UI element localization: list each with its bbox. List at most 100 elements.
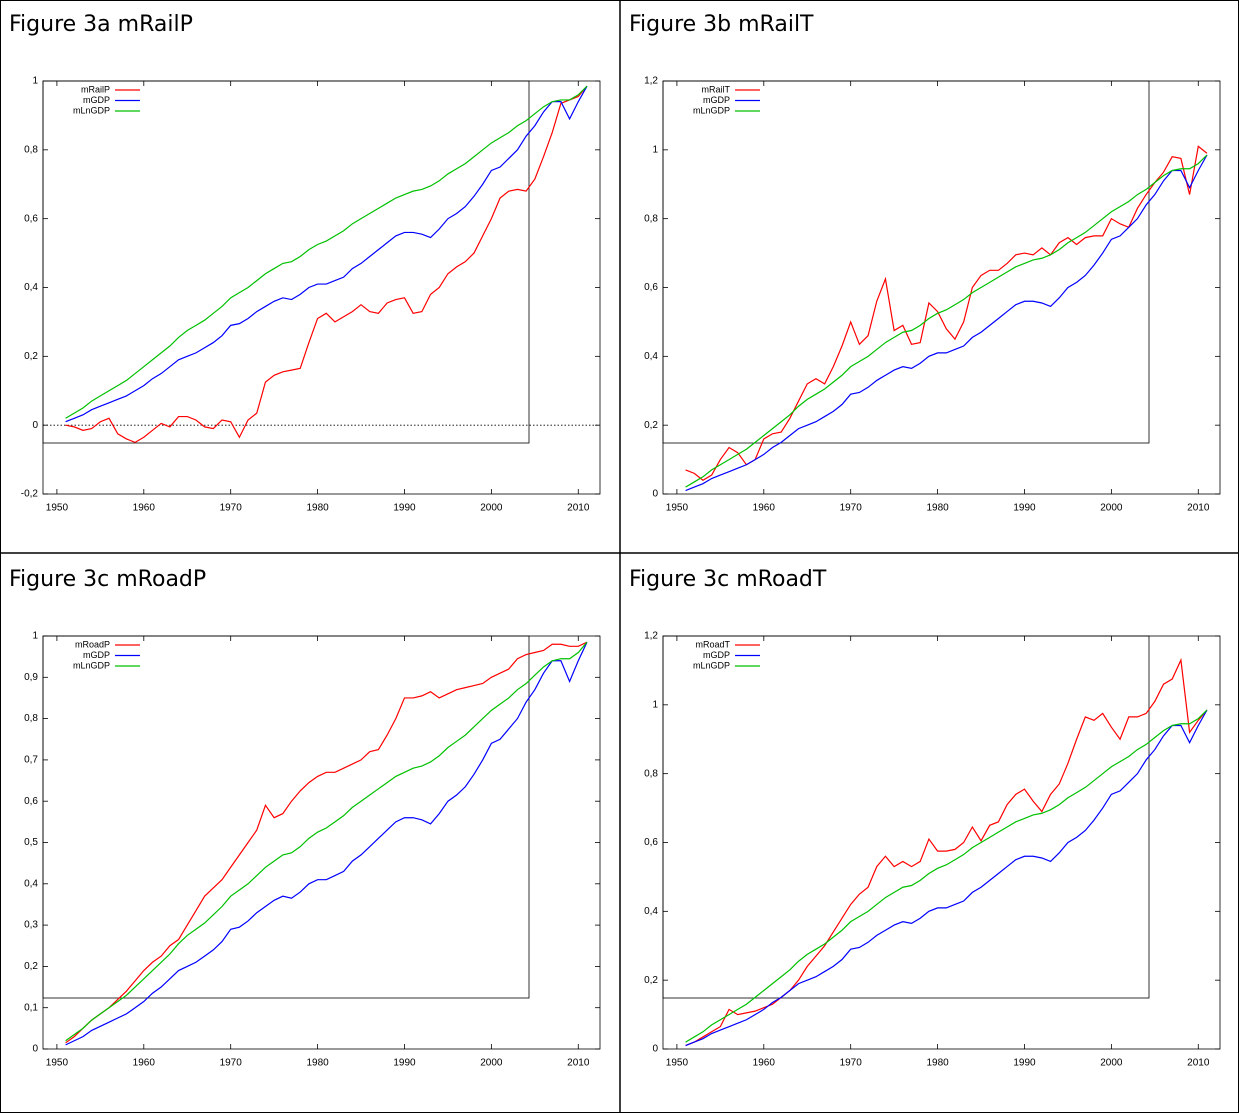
plot-frame	[42, 635, 601, 1050]
y-tick-label: 0,8	[644, 213, 658, 224]
y-tick-label: 0,5	[24, 837, 38, 848]
x-tick-label: 2000	[480, 1058, 503, 1069]
y-tick-label: 0,6	[644, 837, 658, 848]
y-tick-label: 0,2	[644, 420, 658, 431]
x-tick-label: 1950	[46, 503, 69, 514]
x-tick-label: 2010	[1187, 503, 1210, 514]
y-tick-label: 0,4	[24, 282, 38, 293]
chart-title: Figure 3b mRailT	[629, 12, 814, 37]
legend-label: mGDP	[83, 95, 110, 105]
series-line	[65, 85, 588, 444]
chart-title: Figure 3c mRoadT	[629, 567, 827, 592]
legend-label: mGDP	[703, 95, 730, 105]
chart: Figure 3c mRoadP 0 0,1 0,2 0,3 0,4 0,5 0,6 0,7 0,…	[9, 567, 601, 1069]
y-tick-label: 1,2	[644, 631, 658, 642]
series-line	[65, 641, 588, 1044]
x-tick-label: 1970	[840, 1058, 863, 1069]
y-tick-label: 1,2	[644, 76, 658, 87]
y-tick-label: 0,4	[24, 878, 38, 889]
series-line	[685, 145, 1208, 481]
series-line	[685, 657, 1208, 1047]
y-tick-label: 0	[652, 489, 658, 500]
plot-frame	[662, 635, 1221, 1050]
y-tick-label: 0,8	[644, 768, 658, 779]
inner-box	[42, 80, 530, 444]
x-tick-label: 1960	[133, 1058, 156, 1069]
legend-label: mLnGDP	[73, 105, 110, 115]
x-tick-label: 1980	[306, 1058, 329, 1069]
series-line	[685, 709, 1208, 1043]
y-tick-label: 0,2	[24, 351, 38, 362]
x-tick-label: 1970	[220, 503, 243, 514]
y-tick-label: 0,4	[644, 906, 658, 917]
series-line	[65, 85, 588, 419]
legend-label: mRoadP	[75, 639, 110, 649]
legend-label: mLnGDP	[693, 105, 730, 115]
series-line	[65, 641, 588, 1042]
series-line	[65, 641, 588, 1046]
y-tick-label: 0,8	[24, 713, 38, 724]
x-tick-label: 2000	[1100, 1058, 1123, 1069]
y-tick-label: 1	[652, 699, 658, 710]
x-tick-label: 1980	[926, 503, 949, 514]
y-tick-label: 0,8	[24, 144, 38, 155]
y-tick-label: 0,1	[24, 1002, 38, 1013]
y-tick-label: 0	[652, 1044, 658, 1055]
inner-box	[662, 80, 1150, 444]
x-tick-label: 1990	[1013, 1058, 1036, 1069]
x-tick-label: 1990	[1013, 503, 1036, 514]
y-tick-label: 1	[652, 144, 658, 155]
chart-title: Figure 3c mRoadP	[9, 567, 206, 592]
x-tick-label: 1990	[393, 1058, 416, 1069]
y-tick-label: 1	[32, 76, 38, 87]
y-tick-label: 0,6	[24, 213, 38, 224]
y-tick-label: 0,4	[644, 351, 658, 362]
chart: Figure 3a mRailP -0,2 0 0,2 0,4 0,6 0,8 1 1950 19…	[9, 12, 601, 514]
x-tick-label: 1970	[220, 1058, 243, 1069]
x-tick-label: 2010	[567, 1058, 590, 1069]
x-tick-label: 2010	[1187, 1058, 1210, 1069]
series-line	[685, 154, 1208, 492]
legend-label: mRailT	[702, 84, 731, 94]
x-tick-label: 1980	[306, 503, 329, 514]
y-tick-label: 0	[32, 420, 38, 431]
legend-label: mLnGDP	[73, 660, 110, 670]
x-tick-label: 1980	[926, 1058, 949, 1069]
chart-title: Figure 3a mRailP	[9, 12, 193, 37]
inner-box	[42, 635, 530, 999]
series-line	[65, 85, 588, 423]
x-tick-label: 1950	[666, 503, 689, 514]
x-tick-label: 1960	[133, 503, 156, 514]
x-tick-label: 2000	[480, 503, 503, 514]
x-tick-label: 2010	[567, 503, 590, 514]
y-tick-label: 0,2	[24, 961, 38, 972]
legend-label: mRailP	[81, 84, 110, 94]
y-tick-label: 0,3	[24, 920, 38, 931]
inner-box	[662, 635, 1150, 999]
y-tick-label: 0,2	[644, 975, 658, 986]
legend-label: mGDP	[703, 650, 730, 660]
legend-label: mGDP	[83, 650, 110, 660]
x-tick-label: 1990	[393, 503, 416, 514]
plot-frame	[42, 80, 601, 495]
y-tick-label: 0	[32, 1044, 38, 1055]
x-tick-label: 1960	[753, 1058, 776, 1069]
chart: Figure 3b mRailT 0 0,2 0,4 0,6 0,8 1 1,2 1950 196…	[629, 12, 1221, 514]
series-line	[685, 709, 1208, 1047]
y-tick-label: 0,7	[24, 755, 38, 766]
y-tick-label: 0,6	[644, 282, 658, 293]
series-line	[685, 154, 1208, 488]
y-tick-label: 1	[32, 631, 38, 642]
y-tick-label: 0,9	[24, 672, 38, 683]
chart: Figure 3c mRoadT 0 0,2 0,4 0,6 0,8 1 1,2 1950 196…	[629, 567, 1221, 1069]
x-tick-label: 1960	[753, 503, 776, 514]
x-tick-label: 2000	[1100, 503, 1123, 514]
plot-frame	[662, 80, 1221, 495]
x-tick-label: 1950	[666, 1058, 689, 1069]
legend-label: mRoadT	[695, 639, 730, 649]
x-tick-label: 1970	[840, 503, 863, 514]
x-tick-label: 1950	[46, 1058, 69, 1069]
y-tick-label: -0,2	[21, 489, 39, 500]
legend-label: mLnGDP	[693, 660, 730, 670]
